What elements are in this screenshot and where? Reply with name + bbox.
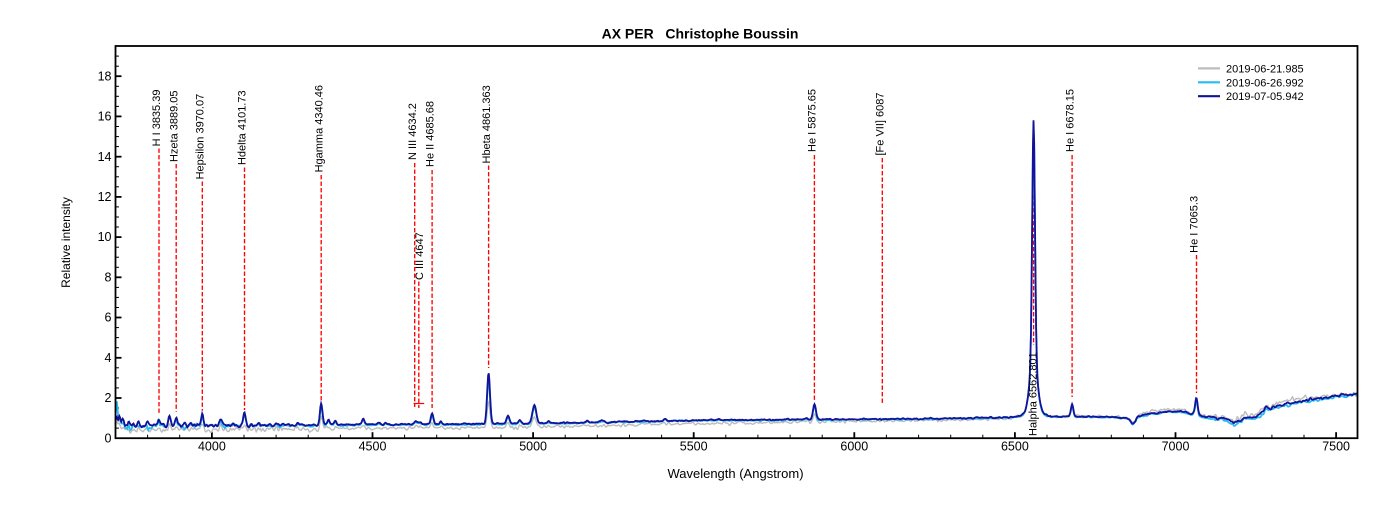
- svg-text:14: 14: [98, 150, 112, 164]
- svg-text:2: 2: [105, 391, 112, 405]
- svg-text:Hbeta 4861.363: Hbeta 4861.363: [481, 85, 493, 163]
- svg-text:Hgamma 4340.46: Hgamma 4340.46: [313, 85, 325, 172]
- svg-text:Hzeta 3889.05: Hzeta 3889.05: [168, 90, 180, 162]
- svg-text:H I 3835.39: H I 3835.39: [151, 90, 163, 147]
- svg-text:8: 8: [105, 270, 112, 284]
- svg-text:2019-06-26.992: 2019-06-26.992: [1226, 77, 1304, 89]
- svg-text:Halpha 6562.801: Halpha 6562.801: [1028, 352, 1040, 436]
- svg-text:Relative intensity: Relative intensity: [59, 197, 73, 288]
- svg-text:4: 4: [105, 351, 112, 365]
- svg-text:[Fe VII] 6087: [Fe VII] 6087: [875, 93, 887, 156]
- svg-text:16: 16: [98, 110, 112, 124]
- svg-text:7500: 7500: [1322, 440, 1350, 454]
- svg-text:18: 18: [98, 69, 112, 83]
- svg-text:He I 6678.15: He I 6678.15: [1064, 89, 1076, 152]
- svg-text:Hdelta 4101.73: Hdelta 4101.73: [237, 90, 249, 165]
- svg-text:6: 6: [105, 311, 112, 325]
- svg-text:N III 4634.2: N III 4634.2: [407, 103, 419, 160]
- svg-text:Hepsilon 3970.07: Hepsilon 3970.07: [195, 94, 207, 180]
- svg-text:2019-06-21.985: 2019-06-21.985: [1226, 63, 1304, 75]
- svg-text:0: 0: [105, 431, 112, 445]
- svg-text:He II 4685.68: He II 4685.68: [424, 101, 436, 167]
- svg-text:He I 7065.3: He I 7065.3: [1189, 196, 1201, 253]
- svg-text:He I 5875.65: He I 5875.65: [807, 89, 819, 152]
- svg-text:4000: 4000: [198, 440, 226, 454]
- svg-text:5500: 5500: [680, 440, 708, 454]
- svg-text:Wavelength (Angstrom): Wavelength (Angstrom): [667, 466, 803, 481]
- svg-text:12: 12: [98, 190, 112, 204]
- svg-text:5000: 5000: [519, 440, 547, 454]
- svg-text:C III 4647: C III 4647: [414, 232, 426, 280]
- svg-text:6000: 6000: [840, 440, 868, 454]
- svg-text:4500: 4500: [359, 440, 387, 454]
- svg-text:10: 10: [98, 230, 112, 244]
- svg-text:7000: 7000: [1162, 440, 1190, 454]
- svg-text:AX PER Christophe Boussin: AX PER Christophe Boussin: [602, 26, 799, 42]
- svg-text:2019-07-05.942: 2019-07-05.942: [1226, 91, 1304, 103]
- svg-text:6500: 6500: [1001, 440, 1029, 454]
